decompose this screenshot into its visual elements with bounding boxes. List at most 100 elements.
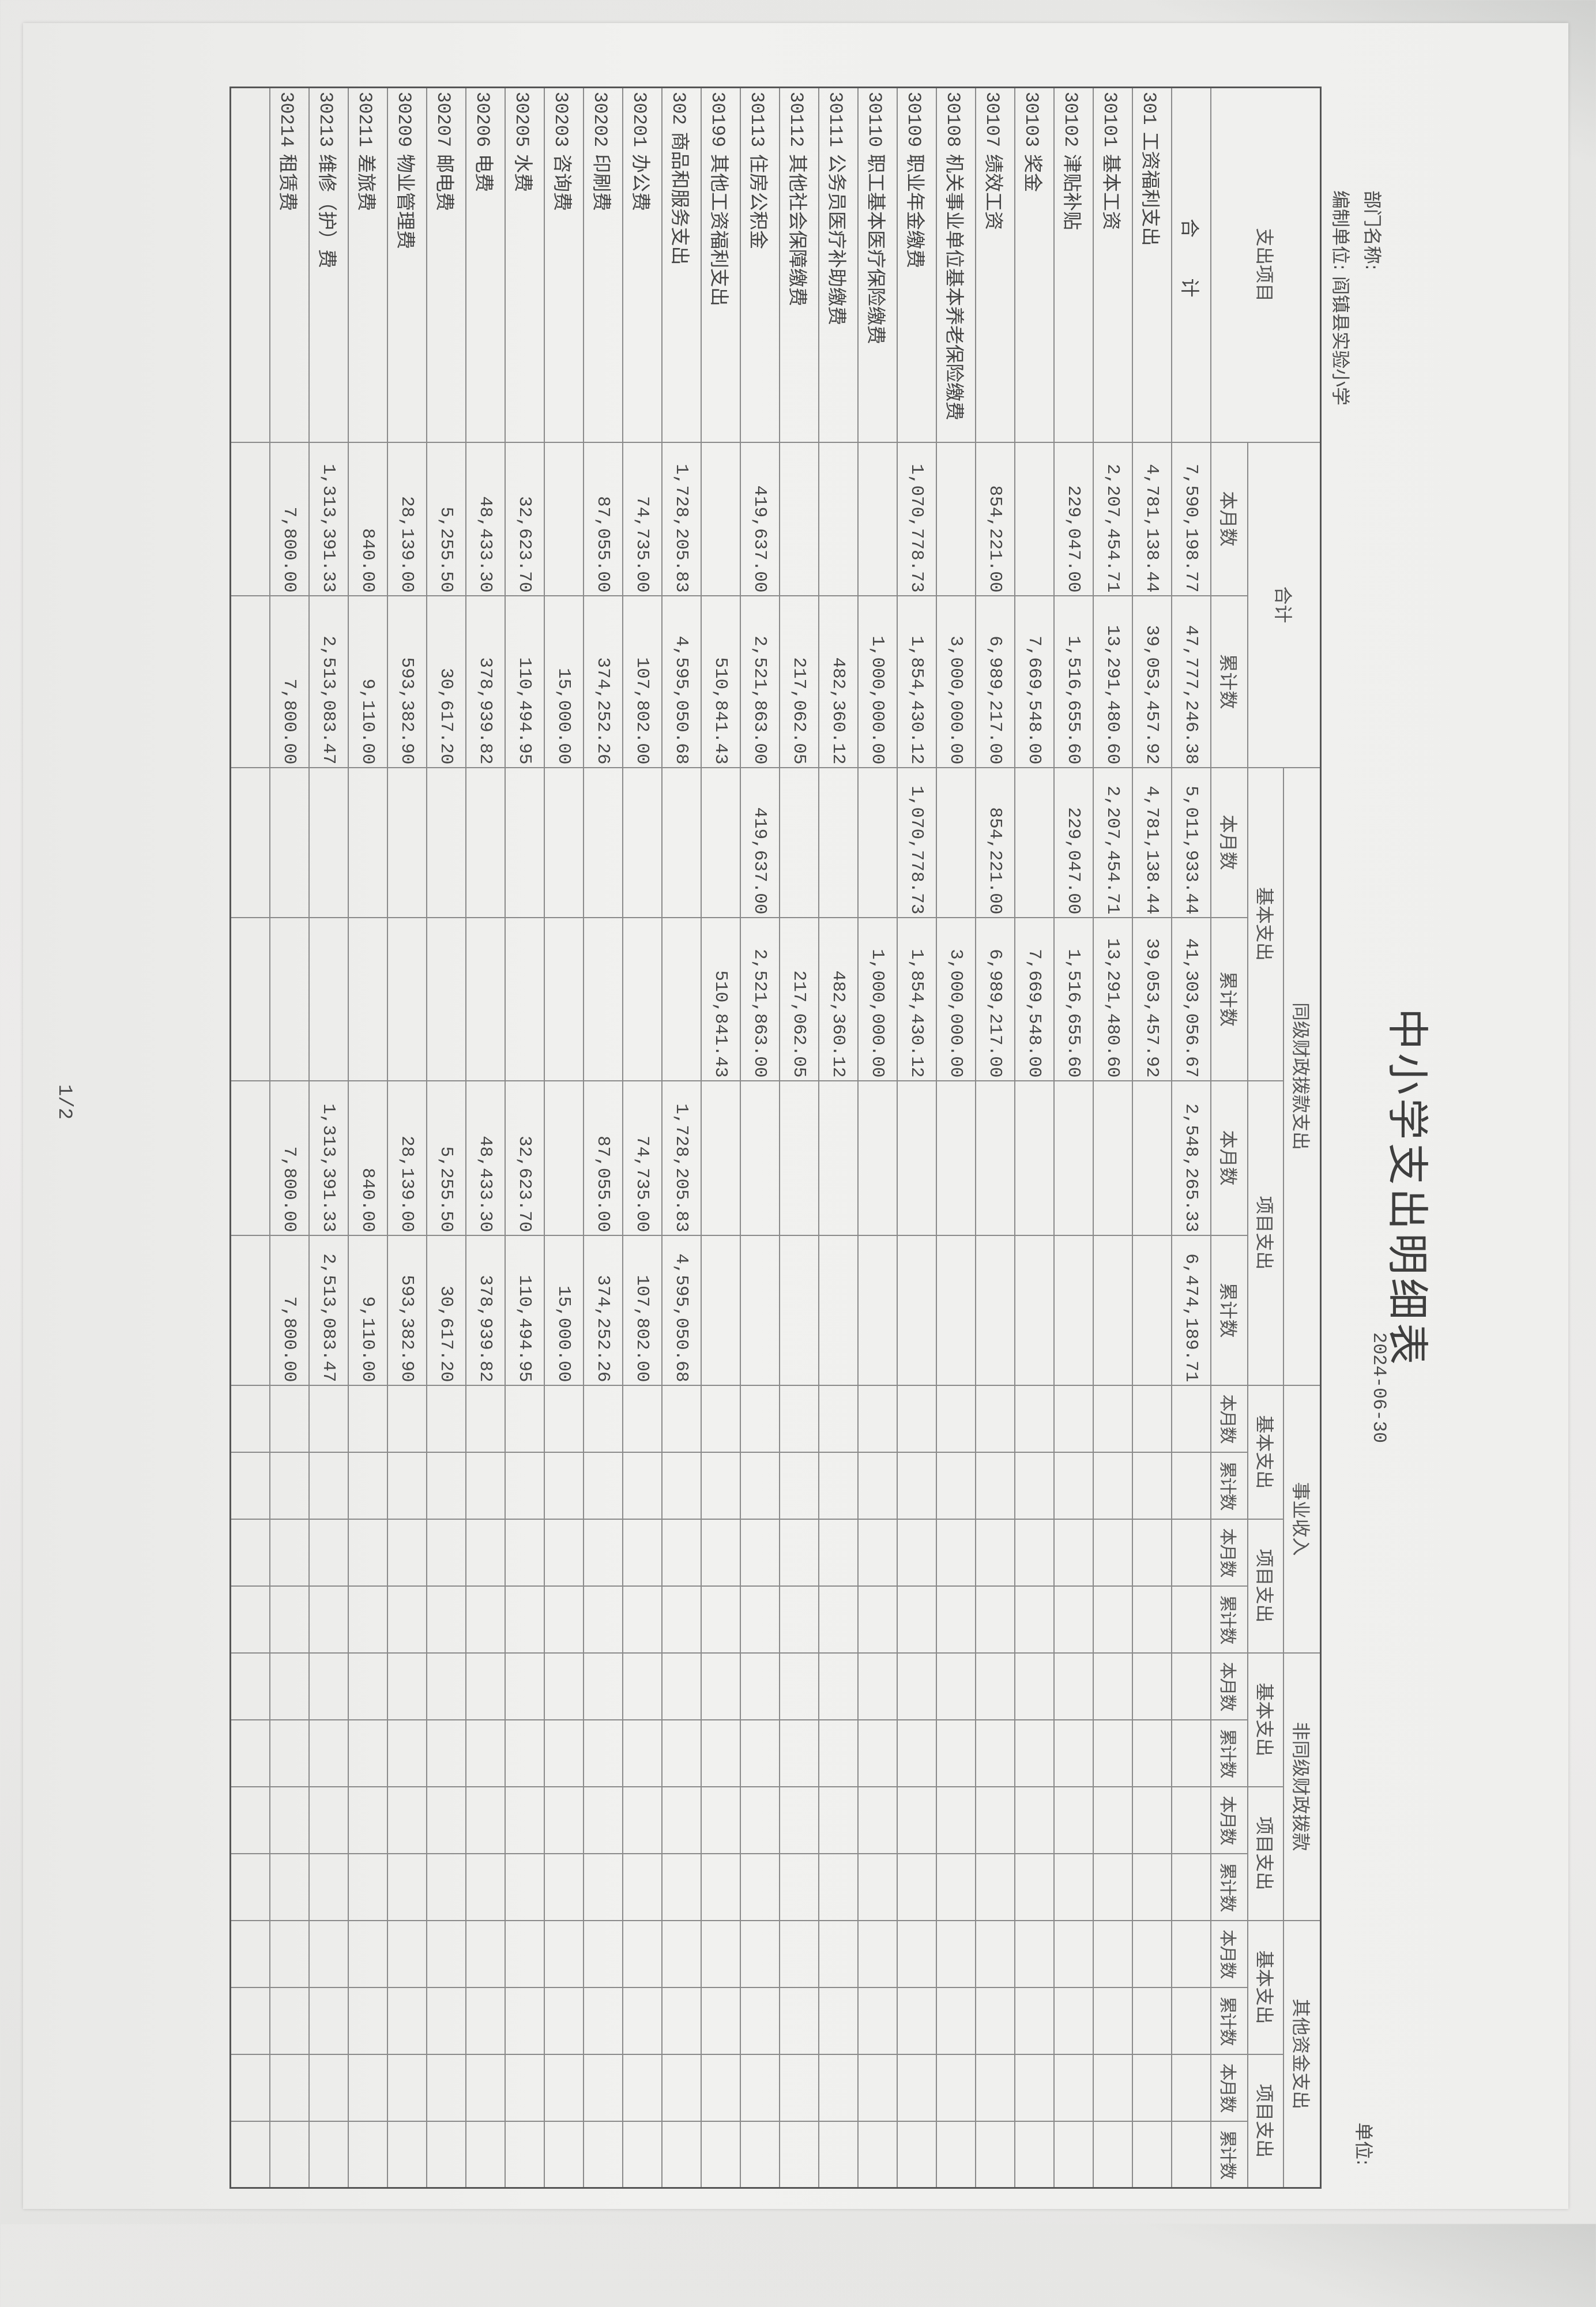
amount-cell: 1,000,000.00 xyxy=(858,917,897,1081)
amount-cell xyxy=(584,2121,623,2188)
amount-cell xyxy=(505,1719,544,1787)
amount-cell xyxy=(584,1585,623,1653)
amount-cell xyxy=(505,1519,544,1586)
amount-cell xyxy=(897,1519,936,1586)
amount-cell xyxy=(1093,1385,1132,1452)
amount-cell xyxy=(230,1385,270,1452)
item-label: 30107 绩效工资 xyxy=(976,87,1015,442)
amount-cell xyxy=(936,2121,976,2188)
amount-cell: 5,011,933.44 xyxy=(1172,767,1211,918)
amount-cell xyxy=(427,2121,466,2188)
amount-cell: 2,207,454.71 xyxy=(1093,767,1132,918)
item-code: 30205 xyxy=(511,92,532,148)
amount-cell: 378,939.82 xyxy=(466,1235,505,1385)
amount-cell xyxy=(1093,1519,1132,1586)
amount-cell xyxy=(780,2054,819,2121)
amount-cell xyxy=(584,2054,623,2121)
amount-cell: 1,070,778.73 xyxy=(897,767,936,918)
table-row: 30209物业管理费 28,139.00 593,382.90 28,139.00 59… xyxy=(387,87,427,2188)
item-label: 301 工资福利支出 xyxy=(1132,87,1172,442)
amount-cell xyxy=(466,1652,505,1720)
amount-cell xyxy=(309,2121,348,2188)
amount-cell xyxy=(427,1853,466,1921)
amount-cell xyxy=(348,1652,387,1720)
amount-cell xyxy=(976,1585,1015,1653)
amount-cell xyxy=(230,1652,270,1720)
amount-cell xyxy=(623,1385,662,1452)
total-label: 合 计 xyxy=(1172,87,1211,442)
amount-cell xyxy=(230,2054,270,2121)
amount-cell xyxy=(858,1585,897,1653)
item-code: 30213 xyxy=(315,92,336,148)
blank-row xyxy=(230,87,270,2188)
table-row: 30211差旅费 840.00 9,110.00 840.00 9,110.00 xyxy=(348,87,387,2188)
amount-cell: 1,728,205.83 xyxy=(662,1080,701,1235)
item-label: 30113 住房公积金 xyxy=(740,87,780,442)
amount-cell: 32,623.70 xyxy=(505,1080,544,1235)
amount-cell: 2,207,454.71 xyxy=(1093,442,1132,596)
amount-cell xyxy=(505,1853,544,1921)
amount-cell xyxy=(387,767,427,918)
amount-cell xyxy=(936,1719,976,1787)
amount-cell xyxy=(584,767,623,918)
amount-cell xyxy=(780,1853,819,1921)
amount-cell xyxy=(936,1786,976,1854)
amount-cell xyxy=(897,2054,936,2121)
item-code: 30102 xyxy=(1060,92,1081,148)
amount-cell: 2,513,083.47 xyxy=(309,1235,348,1385)
amount-cell xyxy=(348,1853,387,1921)
amount-cell xyxy=(623,1920,662,1987)
amount-cell xyxy=(544,2054,584,2121)
amount-cell: 13,291,480.60 xyxy=(1093,917,1132,1081)
header-cumulative: 累计数 xyxy=(1211,1853,1248,1921)
amount-cell xyxy=(1132,1080,1172,1235)
amount-cell xyxy=(780,1987,819,2054)
amount-cell xyxy=(1015,1652,1054,1720)
table-row: 301工资福利支出 4,781,138.44 39,053,457.92 4,781,… xyxy=(1132,87,1172,2188)
amount-cell xyxy=(544,442,584,596)
amount-cell xyxy=(897,1235,936,1385)
amount-cell xyxy=(740,1519,780,1586)
amount-cell xyxy=(348,1786,387,1854)
amount-cell xyxy=(858,1853,897,1921)
amount-cell xyxy=(1054,1853,1093,1921)
table-row: 30110 职工基本医疗保险缴费 1,000,000.00 1,000,000.00 xyxy=(858,87,897,2188)
table-row: 30107绩效工资 854,221.00 6,989,217.00 854,221.0… xyxy=(976,87,1015,2188)
item-name: 津贴补贴 xyxy=(1061,154,1083,231)
amount-cell xyxy=(1093,2054,1132,2121)
amount-cell xyxy=(623,1452,662,1519)
amount-cell xyxy=(270,1585,309,1653)
amount-cell xyxy=(466,767,505,918)
amount-cell xyxy=(858,1987,897,2054)
amount-cell: 1,854,430.12 xyxy=(897,917,936,1081)
total-row: 合 计 7,590,198.77 47,777,246.38 5,011,933.44… xyxy=(1172,87,1211,2188)
amount-cell xyxy=(230,1235,270,1385)
preparer-line: 编制单位: 阎镇县实验小学 xyxy=(1328,190,1355,405)
amount-cell xyxy=(427,917,466,1081)
amount-cell xyxy=(623,1786,662,1854)
amount-cell xyxy=(897,1987,936,2054)
amount-cell xyxy=(858,1719,897,1787)
item-label: 30206 电费 xyxy=(466,87,505,442)
amount-cell xyxy=(309,1853,348,1921)
amount-cell xyxy=(348,1385,387,1452)
amount-cell xyxy=(701,1786,740,1854)
amount-cell: 28,139.00 xyxy=(387,1080,427,1235)
amount-cell xyxy=(1015,1080,1054,1235)
amount-cell xyxy=(662,1853,701,1921)
item-label: 30199 其他工资福利支出 xyxy=(701,87,740,442)
amount-cell xyxy=(936,767,976,918)
amount-cell: 419,637.00 xyxy=(740,442,780,596)
amount-cell xyxy=(780,1920,819,1987)
amount-cell: 3,000,000.00 xyxy=(936,595,976,768)
amount-cell xyxy=(819,1385,858,1452)
item-label: 30213 维修（护）费 xyxy=(309,87,348,442)
item-name: 印刷费 xyxy=(590,154,613,212)
amount-cell xyxy=(230,1786,270,1854)
amount-cell xyxy=(348,1920,387,1987)
amount-cell xyxy=(1132,1452,1172,1519)
amount-cell xyxy=(1054,1385,1093,1452)
amount-cell xyxy=(270,1652,309,1720)
item-name: 咨询费 xyxy=(551,154,574,212)
header-cumulative: 累计数 xyxy=(1211,917,1248,1081)
